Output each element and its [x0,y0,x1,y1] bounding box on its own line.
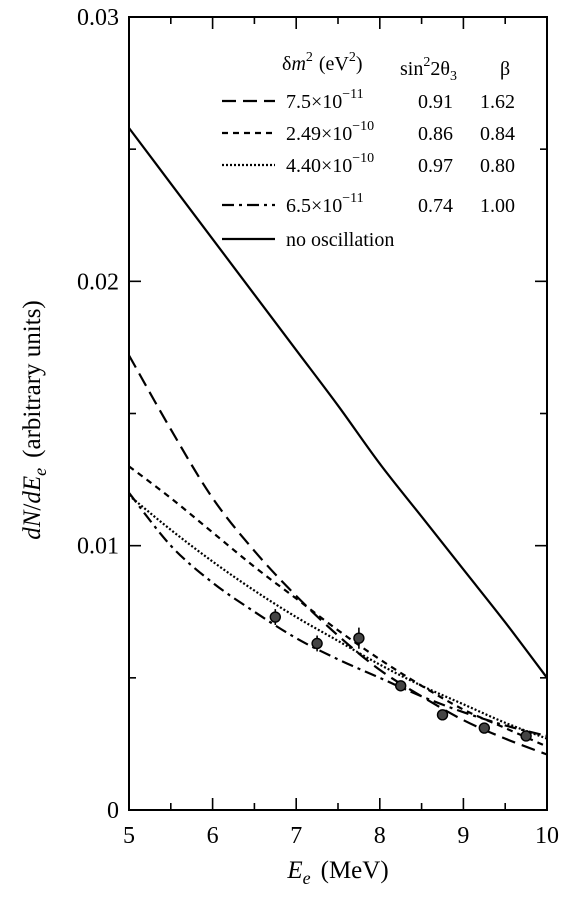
data-point [269,611,281,623]
data-point [353,632,365,644]
curve-dashed [128,354,548,756]
legend-header-sin: sin22θ3 [400,55,457,84]
data-point [395,680,407,692]
data-point [478,722,490,734]
legend-dm2-value: 2.49×10−10 [286,119,374,145]
curve-dotted [128,494,548,740]
axis-ticks [128,16,548,811]
x-tick-label: 10 [535,823,559,849]
legend-beta-value: 0.84 [480,123,515,145]
legend-beta-value: 1.00 [480,195,515,217]
x-tick-label: 5 [123,823,135,849]
legend-beta-value: 0.80 [480,155,515,177]
x-tick-label: 6 [207,823,219,849]
x-tick-label: 9 [457,823,469,849]
y-tick-label: 0.02 [77,269,119,295]
legend-dm2-value: 6.5×10−11 [286,191,364,217]
legend-header-beta: β [500,58,510,80]
legend-sin2-value: 0.74 [418,195,453,217]
legend-sin2-value: 0.91 [418,91,453,113]
legend: δm2 (eV2) sin22θ3 β 7.5×10−11 0.91 1.62 2.49… [222,50,515,251]
data-point [520,730,532,742]
y-tick-label: 0.03 [77,5,119,31]
legend-header-dm2: δm2 (eV2) [282,50,363,75]
x-axis-title: Ee (MeV) [286,857,388,888]
data-point [311,637,323,650]
curve-short-dashed [128,465,548,748]
legend-sin2-value: 0.97 [418,155,453,177]
data-points [269,609,532,742]
y-tick-label: 0.01 [77,534,119,560]
curves [128,127,548,756]
curve-dash-dot [128,492,548,738]
legend-sin2-value: 0.86 [418,123,453,145]
legend-dm2-value: 4.40×10−10 [286,151,374,177]
tick-labels: 5 6 7 8 9 10 0 0.01 0.02 0.03 [77,5,559,849]
legend-label: no oscillation [286,229,394,251]
x-tick-label: 8 [374,823,386,849]
y-tick-label: 0 [107,798,119,824]
y-axis-title: dN/dEe(arbitrary units) [19,300,50,540]
curve-solid [128,127,548,679]
x-tick-label: 7 [290,823,302,849]
data-point [436,709,449,721]
legend-dm2-value: 7.5×10−11 [286,87,364,113]
legend-beta-value: 1.62 [480,91,515,113]
